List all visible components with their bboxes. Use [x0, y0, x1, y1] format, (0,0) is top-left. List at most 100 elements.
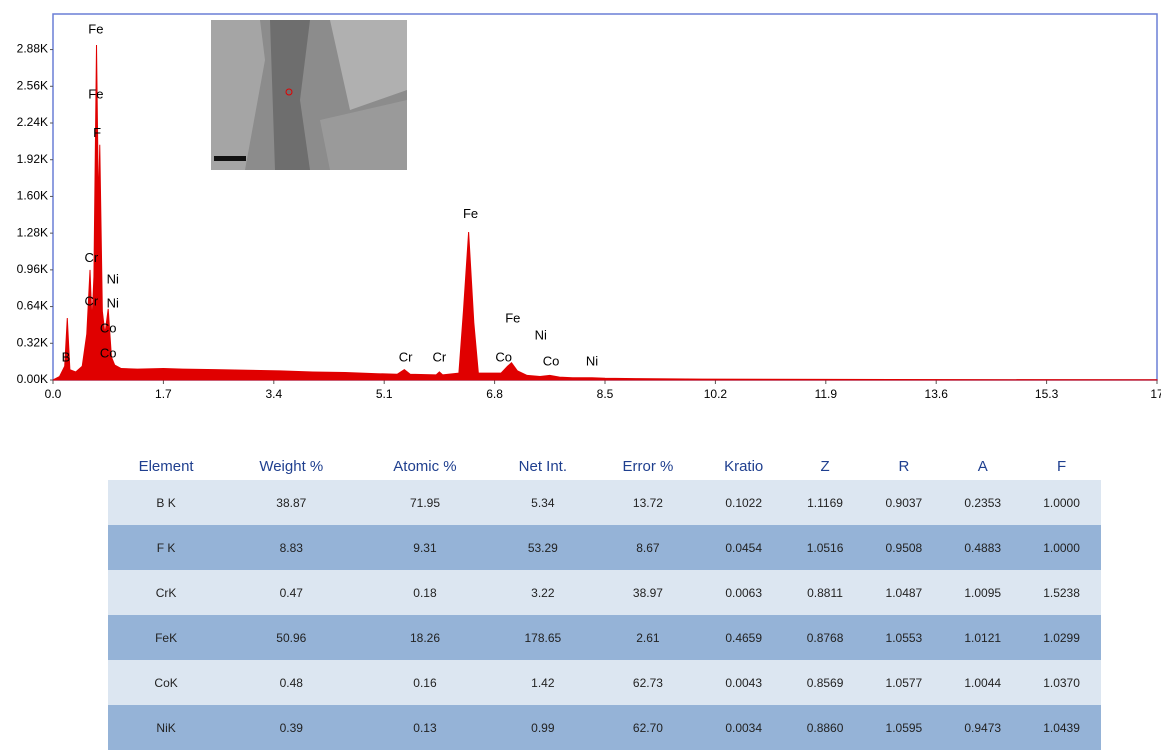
- header-row: Element Weight % Atomic % Net Int. Error % Kr…: [108, 452, 1101, 480]
- table-cell: 5.34: [531, 495, 555, 510]
- y-tick-label: 0.00K: [17, 372, 48, 386]
- table-cell: FeK: [155, 630, 178, 645]
- table-cell: 0.9037: [885, 495, 923, 510]
- table-cell: 0.0043: [725, 675, 763, 690]
- table-row: FeK 50.96 18.26 178.65 2.61 0.4659 0.8768 1.055…: [108, 615, 1101, 660]
- table-cell: 62.73: [632, 675, 663, 690]
- spectrum-chart: 0.00K 0.32K 0.64K 0.96K 1.28K 1.60K 1.92K 2.24K…: [17, 13, 1161, 401]
- table-cell: 1.0121: [964, 630, 1002, 645]
- table-cell: 0.39: [279, 720, 303, 735]
- table-cell: 0.0454: [725, 540, 763, 555]
- peak-label: B: [62, 350, 71, 365]
- inset-scale-bar: [214, 156, 246, 161]
- x-tick-label: 8.5: [597, 387, 614, 401]
- y-tick-label: 2.88K: [17, 42, 48, 56]
- sem-inset: [211, 20, 407, 170]
- peak-label: Fe: [505, 311, 520, 326]
- column-header: Error %: [622, 457, 674, 475]
- y-tick-label: 0.32K: [17, 335, 48, 349]
- y-tick-label: 0.64K: [17, 299, 48, 313]
- x-tick-label: 5.1: [376, 387, 393, 401]
- table-cell: NiK: [156, 720, 176, 735]
- column-header: Z: [820, 457, 830, 475]
- table-cell: 0.4883: [964, 540, 1002, 555]
- peak-label: Ni: [107, 296, 119, 311]
- table-row: B K 38.87 71.95 5.34 13.72 0.1022 1.1169 0.9037…: [108, 480, 1101, 525]
- table-cell: 0.2353: [964, 495, 1002, 510]
- x-tick-label: 11.9: [815, 387, 838, 401]
- y-tick-label: 2.56K: [17, 78, 48, 92]
- table-cell: 50.96: [276, 630, 307, 645]
- peak-label: Co: [543, 354, 560, 369]
- table-cell: 38.97: [632, 585, 663, 600]
- table-cell: F K: [156, 540, 176, 555]
- inset-grain: [330, 20, 407, 110]
- inset-spot: [285, 88, 293, 96]
- table-cell: 1.1169: [807, 495, 843, 510]
- peak-label: Ni: [535, 327, 547, 342]
- peak-label: Cr: [84, 250, 98, 265]
- table-cell: 0.13: [413, 720, 437, 735]
- x-tick-label: 15.3: [1035, 387, 1059, 401]
- table-cell: 3.22: [531, 585, 555, 600]
- table-cell: 62.70: [632, 720, 663, 735]
- peak-label: Co: [100, 320, 117, 335]
- table-cell: 0.8569: [806, 675, 844, 690]
- peak-label: Cr: [433, 350, 447, 365]
- peak-label: Cr: [399, 350, 413, 365]
- table-cell: 0.0063: [725, 585, 763, 600]
- table-cell: 0.48: [279, 675, 303, 690]
- column-header: Element: [138, 457, 194, 475]
- peak-label: Fe: [88, 86, 103, 101]
- table-cell: 0.8768: [806, 630, 844, 645]
- column-header: Atomic %: [393, 457, 457, 475]
- peak-label: Ni: [586, 354, 598, 369]
- table-cell: 1.5238: [1043, 585, 1080, 600]
- x-tick-label: 1.7: [155, 387, 172, 401]
- table-row: NiK 0.39 0.13 0.99 62.70 0.0034 0.8860 1.0595 0.…: [108, 705, 1101, 750]
- table-row: F K 8.83 9.31 53.29 8.67 0.0454 1.0516 0.9508 0.…: [108, 525, 1101, 570]
- x-tick-label: 3.4: [265, 387, 282, 401]
- peak-label: Co: [495, 350, 512, 365]
- table-cell: 1.0577: [885, 675, 923, 690]
- y-tick-label: 2.24K: [17, 115, 48, 129]
- y-tick-label: 0.96K: [17, 262, 48, 276]
- table-cell: 1.0370: [1043, 675, 1080, 690]
- table-cell: 1.0000: [1043, 495, 1080, 510]
- table-cell: CrK: [155, 585, 177, 600]
- table-cell: 1.0299: [1043, 630, 1080, 645]
- table-cell: 0.8811: [807, 585, 843, 600]
- table-cell: B K: [156, 495, 176, 510]
- table-cell: 9.31: [413, 540, 437, 555]
- table-cell: 53.29: [527, 540, 558, 555]
- table-cell: 178.65: [524, 630, 562, 645]
- x-tick-label: 17: [1150, 387, 1161, 401]
- table-cell: 0.16: [413, 675, 437, 690]
- table-cell: 0.4659: [725, 630, 763, 645]
- table-cell: 13.72: [632, 495, 663, 510]
- table-cell: 1.0487: [885, 585, 923, 600]
- table-cell: 0.1022: [725, 495, 763, 510]
- table-cell: 38.87: [276, 495, 307, 510]
- x-tick-label: 13.6: [925, 387, 949, 401]
- table-cell: 0.0034: [725, 720, 763, 735]
- column-header: Kratio: [724, 457, 764, 475]
- table-cell: 1.0553: [885, 630, 923, 645]
- peak-label: Ni: [107, 272, 119, 287]
- y-tick-label: 1.28K: [17, 225, 48, 239]
- table-cell: 1.0439: [1043, 720, 1080, 735]
- table-cell: 1.42: [531, 675, 555, 690]
- table-cell: 1.0044: [964, 675, 1002, 690]
- table-cell: 1.0516: [806, 540, 844, 555]
- y-tick-label: 1.92K: [17, 152, 48, 166]
- x-tick-label: 10.2: [704, 387, 728, 401]
- table-body: B K 38.87 71.95 5.34 13.72 0.1022 1.1169 0.9037…: [108, 480, 1101, 750]
- table-cell: 0.9473: [964, 720, 1002, 735]
- table-cell: 18.26: [409, 630, 440, 645]
- table-cell: 1.0095: [964, 585, 1002, 600]
- peak-label: F: [93, 125, 101, 140]
- peak-label: Fe: [463, 206, 478, 221]
- table-row: CoK 0.48 0.16 1.42 62.73 0.0043 0.8569 1.0577 1.…: [108, 660, 1101, 705]
- x-tick-label: 6.8: [486, 387, 503, 401]
